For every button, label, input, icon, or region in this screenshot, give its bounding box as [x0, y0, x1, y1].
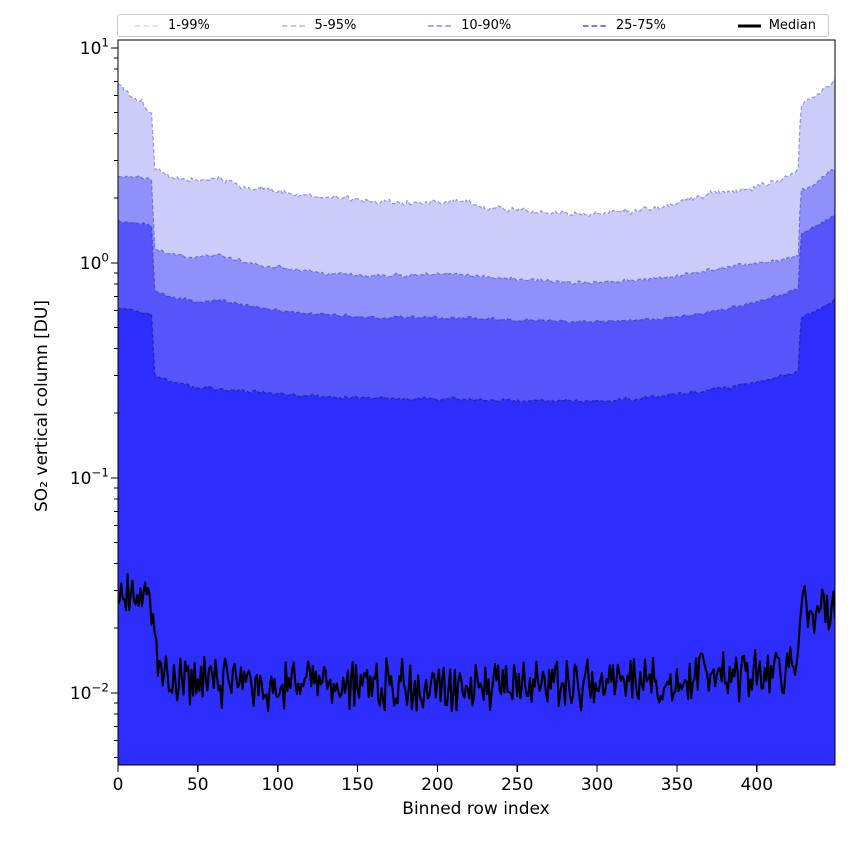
x-tick-label: 300	[581, 775, 613, 795]
series-line-90th-percentile	[118, 214, 835, 324]
dash-swatch-icon	[582, 24, 608, 27]
legend-item-label: Median	[768, 18, 816, 33]
legend-item-5-95: 5-95%	[281, 18, 357, 33]
legend-item-25-75: 25-75%	[582, 19, 666, 32]
legend-item-label: 1-99%	[168, 18, 210, 33]
dash-swatch-icon	[428, 24, 454, 27]
legend-item-label: 10-90%	[461, 18, 512, 33]
legend-item-label: 5-95%	[314, 18, 357, 33]
x-tick-label: 350	[661, 775, 693, 795]
y-axis-label: SO₂ vertical column [DU]	[32, 300, 52, 512]
legend-item-label: 25-75%	[615, 18, 667, 33]
series-line-99th-percentile	[118, 78, 835, 218]
dash-swatch-icon	[135, 24, 160, 27]
x-tick-label: 400	[741, 775, 773, 795]
y-tick-label: 10−2	[70, 681, 109, 705]
x-tick-label: 150	[341, 775, 373, 795]
legend-item-10-90: 10-90%	[427, 19, 511, 32]
axes-frame	[111, 39, 836, 772]
y-tick-label: 101	[80, 36, 109, 60]
legend-item-median: Median	[737, 19, 816, 32]
x-tick-label: 200	[421, 775, 453, 795]
x-tick-label: 50	[187, 775, 209, 795]
x-tick-label: 100	[261, 775, 293, 795]
tick-labels: 0 50 100 150 200 250 300 350 400 101 100 10−1 10−2	[70, 36, 773, 796]
legend: 1-99% 5-95% 10-90% 25-75% Median	[117, 14, 829, 37]
legend-item-1-99: 1-99%	[134, 19, 210, 32]
solid-line-swatch-icon	[737, 24, 761, 27]
y-tick-label: 100	[80, 251, 109, 275]
band-fill-25-75-	[118, 298, 835, 765]
series-line-75th-percentile	[118, 298, 835, 404]
series-line-95th-percentile	[118, 168, 835, 286]
x-axis-label: Binned row index	[402, 799, 550, 819]
series-line-median	[118, 573, 835, 713]
series-layer	[118, 78, 835, 765]
y-tick-label: 10−1	[70, 466, 109, 490]
x-tick-label: 250	[501, 775, 533, 795]
dash-swatch-icon	[281, 24, 307, 27]
x-tick-label: 0	[113, 775, 124, 795]
